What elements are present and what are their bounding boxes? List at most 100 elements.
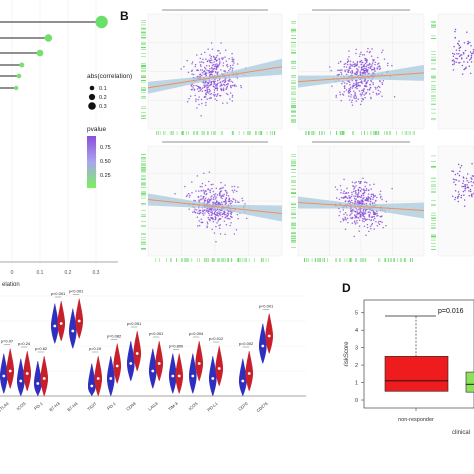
scatter-point [212, 93, 215, 96]
scatter-point [199, 57, 202, 60]
scatter-point [387, 62, 389, 65]
scatter-point [219, 190, 222, 193]
scatter-point [221, 209, 223, 212]
scatter-point [224, 49, 227, 51]
scatter-point [214, 80, 216, 83]
scatter-point [361, 61, 363, 64]
scatter-point [354, 72, 356, 75]
scatter-point [356, 84, 358, 86]
scatter-point [210, 59, 213, 61]
scatter-point [371, 193, 373, 196]
scatter-point [356, 63, 358, 66]
scatter-point [183, 65, 185, 68]
scatter-point [461, 185, 463, 188]
scatter-point [354, 221, 356, 224]
scatter-point [381, 215, 383, 217]
scatter-point [196, 69, 198, 71]
scatter-point [210, 211, 212, 214]
scatter-point [188, 208, 190, 210]
scatter-point [208, 212, 210, 215]
scatter-point [369, 86, 372, 89]
scatter-point [186, 100, 189, 103]
scatter-point [376, 212, 379, 215]
violin-blue-12-median [241, 379, 245, 383]
scatter-point [199, 69, 202, 71]
violin-red-4-median [77, 319, 81, 323]
violin-p-label-11: p=0.012 [209, 336, 224, 341]
scatter-point [338, 214, 340, 217]
scatter-point [184, 185, 186, 188]
scatter-point [228, 80, 230, 83]
panel-d-ytick-2: 2 [355, 363, 358, 369]
violin-blue-7-median [129, 362, 133, 365]
scatter-point [214, 218, 216, 221]
scatter-point [359, 60, 362, 62]
scatter-point [454, 183, 457, 186]
scatter-point [226, 102, 228, 104]
scatter-point [219, 214, 222, 216]
scatter-point [359, 73, 362, 76]
violin-blue-1 [16, 358, 25, 397]
scatter-point [470, 177, 472, 179]
scatter-point [358, 219, 361, 221]
scatter-point [356, 193, 359, 195]
scatter-point [354, 91, 356, 94]
scatter-point [469, 190, 472, 193]
scatter-point [203, 73, 205, 75]
scatter-point [212, 218, 214, 221]
scatter-point [207, 216, 209, 219]
scatter-point [352, 84, 355, 87]
scatter-point [223, 210, 225, 213]
violin-red-10-median [197, 362, 201, 365]
violin-red-1-median [25, 372, 29, 375]
scatter-point [215, 225, 217, 228]
scatter-point [344, 200, 347, 203]
violin-blue-0 [0, 353, 8, 395]
scatter-point [356, 62, 359, 64]
scatter-point [379, 67, 382, 70]
scatter-point [470, 180, 472, 183]
scatter-point [369, 65, 372, 68]
scatter-point [365, 91, 368, 94]
violin-red-2 [40, 355, 49, 397]
scatter-point [213, 89, 216, 91]
scatter-point [358, 212, 360, 215]
scatter-point [193, 199, 195, 202]
scatter-point [451, 170, 453, 172]
scatter-point [230, 222, 232, 224]
scatter-point [246, 217, 248, 220]
scatter-point [198, 190, 200, 192]
scatter-point [354, 210, 357, 213]
scatter-point [227, 212, 229, 214]
scatter-point [348, 99, 351, 101]
scatter-point [214, 98, 216, 100]
violin-blue-4 [68, 308, 77, 350]
scatter-point [465, 57, 468, 59]
scatter-point [206, 225, 208, 227]
scatter-point [337, 73, 340, 76]
scatter-point [212, 201, 215, 203]
scatter-point [354, 63, 356, 65]
scatter-point [374, 70, 376, 72]
violin-red-7 [133, 330, 142, 372]
scatter-point [188, 97, 190, 100]
scatter-point [349, 88, 352, 90]
scatter-point [358, 90, 361, 92]
scatter-point [363, 225, 366, 228]
scatter-point [356, 211, 359, 213]
scatter-point [216, 208, 219, 211]
scatter-point [461, 57, 463, 60]
scatter-point [231, 84, 234, 87]
scatter-point [204, 212, 206, 214]
scatter-point [208, 208, 210, 210]
scatter-point [385, 224, 387, 227]
scatter-point [192, 211, 194, 213]
scatter-point [458, 62, 460, 64]
scatter-point [470, 54, 473, 57]
violin-blue-8 [148, 348, 157, 390]
scatter-point [360, 80, 363, 83]
scatter-point [362, 210, 364, 212]
scatter-point [366, 69, 368, 71]
scatter-point [228, 200, 230, 203]
scatter-point [351, 69, 353, 72]
